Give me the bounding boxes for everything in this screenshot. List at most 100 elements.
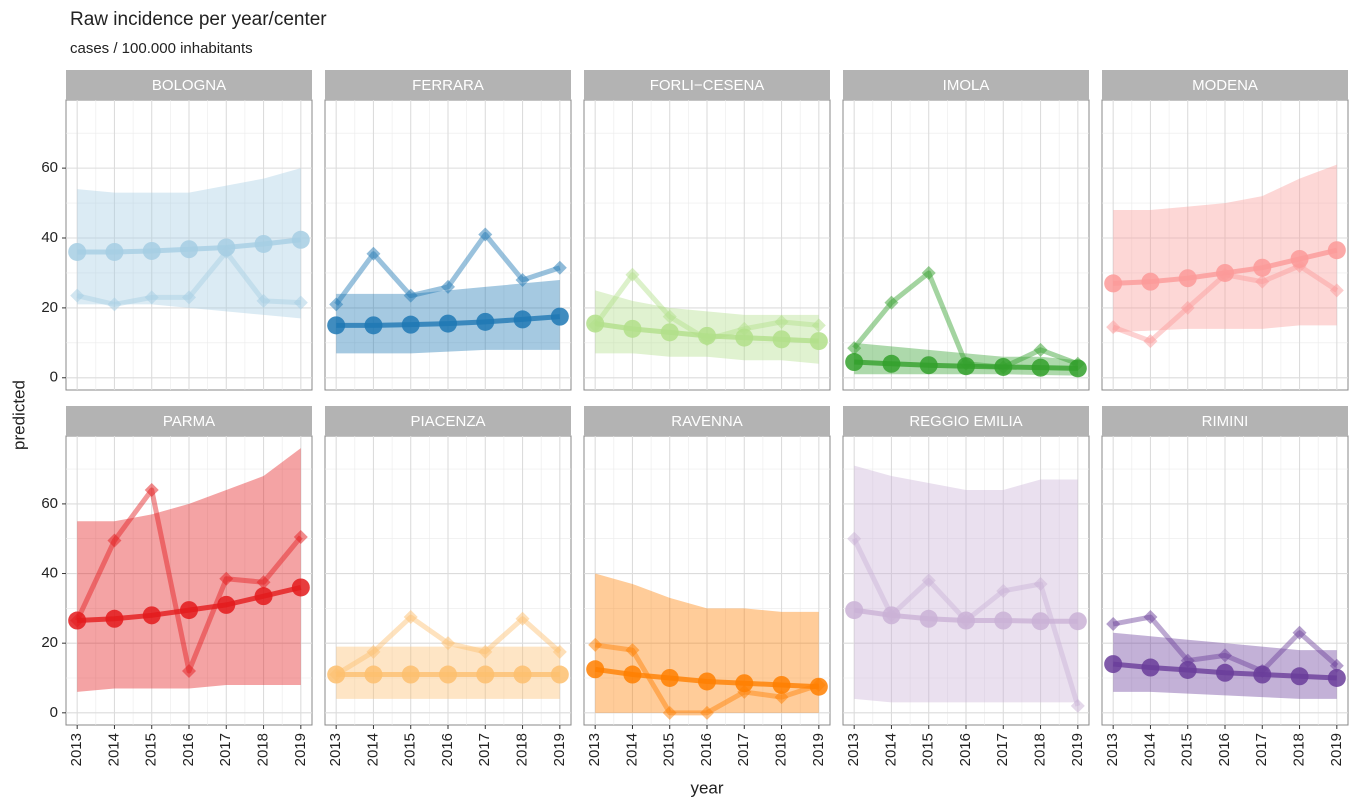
predicted-point: [660, 323, 679, 342]
panel: REGGIO EMILIA 2013 2014 2015 2016 2017 2018 201…: [842, 406, 1090, 766]
x-tick-label: 2013: [1104, 733, 1121, 766]
predicted-point: [364, 665, 383, 684]
x-tick-label: 2019: [551, 733, 568, 766]
x-tick-label: 2016: [180, 733, 197, 766]
x-tick-label: 2015: [1179, 733, 1196, 766]
predicted-point: [1290, 667, 1309, 686]
raw-point: [182, 664, 196, 679]
raw-point: [1033, 576, 1048, 591]
raw-point: [329, 297, 344, 312]
x-tick-label: 2015: [143, 733, 160, 766]
predicted-point: [476, 312, 495, 331]
y-tick-label: 0: [50, 369, 58, 386]
predicted-point: [1327, 668, 1346, 687]
x-tick-label: 2019: [810, 733, 827, 766]
strip: [843, 70, 1089, 100]
predicted-point: [1253, 258, 1272, 277]
x-tick-label: 2014: [882, 733, 899, 766]
predicted-point: [513, 665, 532, 684]
predicted-point: [327, 316, 346, 335]
predicted-point: [623, 665, 642, 684]
raw-point: [552, 260, 567, 275]
x-tick-label: 2015: [920, 733, 937, 766]
raw-point: [625, 267, 640, 282]
raw-point: [182, 290, 196, 305]
raw-point: [515, 272, 530, 287]
predicted-point: [1031, 612, 1050, 631]
predicted-point: [327, 665, 346, 684]
predicted-point: [180, 240, 198, 259]
raw-point: [515, 611, 530, 626]
predicted-point: [994, 611, 1013, 630]
raw-point: [293, 529, 308, 544]
x-tick-label: 2013: [68, 733, 85, 766]
predicted-point: [550, 307, 569, 326]
predicted-point: [1068, 612, 1087, 631]
raw-point: [700, 705, 714, 720]
predicted-point: [401, 665, 420, 684]
strip: [325, 70, 571, 100]
strip-label: PARMA: [163, 413, 215, 430]
raw-point: [366, 246, 381, 261]
predicted-point: [735, 674, 754, 693]
chart-title: Raw incidence per year/center: [70, 9, 327, 30]
panel: RIMINI 2013 2014 2015 2016 2017 2018 2019: [1101, 406, 1349, 766]
x-axis-title: year: [690, 778, 723, 797]
raw-point: [921, 265, 936, 280]
predicted-point: [105, 242, 124, 261]
raw-point: [107, 297, 122, 312]
x-tick-label: 2013: [845, 733, 862, 766]
x-tick-label: 2017: [735, 733, 752, 766]
raw-point: [403, 288, 418, 303]
raw-point: [847, 531, 862, 546]
x-tick-label: 2017: [1253, 733, 1270, 766]
raw-point: [256, 575, 271, 590]
x-tick-label: 2018: [1291, 733, 1308, 766]
predicted-point: [1216, 663, 1234, 682]
y-tick-label: 60: [41, 159, 58, 176]
raw-point: [219, 571, 234, 586]
strip-label: FORLI−CESENA: [650, 77, 765, 94]
raw-point: [1292, 625, 1307, 640]
strip-label: FERRARA: [412, 77, 484, 94]
strip: [584, 406, 830, 436]
predicted-point: [957, 357, 975, 376]
predicted-point: [291, 578, 310, 597]
strip: [1102, 406, 1348, 436]
strip: [66, 406, 312, 436]
x-tick-label: 2014: [364, 733, 381, 766]
x-tick-label: 2016: [957, 733, 974, 766]
predicted-point: [623, 319, 642, 338]
x-tick-label: 2018: [773, 733, 790, 766]
predicted-point: [698, 326, 716, 345]
predicted-point: [586, 660, 605, 679]
raw-point: [1255, 274, 1270, 289]
predicted-point: [142, 241, 161, 260]
x-tick-label: 2016: [1216, 733, 1233, 766]
raw-point: [774, 690, 789, 705]
raw-point: [1033, 342, 1048, 357]
predicted-point: [476, 665, 495, 684]
predicted-point: [68, 611, 87, 630]
raw-point: [1329, 658, 1344, 673]
predicted-point: [550, 665, 569, 684]
x-tick-label: 2015: [661, 733, 678, 766]
strip: [584, 70, 830, 100]
raw-point: [478, 644, 493, 659]
ribbon: [77, 448, 301, 692]
predicted-point: [180, 601, 198, 620]
predicted-point: [401, 315, 420, 334]
predicted-point: [439, 314, 457, 333]
panel: IMOLA: [842, 70, 1090, 391]
x-tick-label: 2018: [514, 733, 531, 766]
raw-point: [552, 644, 567, 659]
strip-label: BOLOGNA: [152, 77, 226, 94]
predicted-point: [68, 242, 87, 261]
raw-point: [588, 637, 603, 652]
predicted-point: [364, 316, 383, 335]
panel: FORLI−CESENA: [583, 70, 831, 391]
x-tick-label: 2015: [402, 733, 419, 766]
chart-subtitle: cases / 100.000 inhabitants: [70, 40, 253, 57]
raw-point: [996, 583, 1011, 598]
